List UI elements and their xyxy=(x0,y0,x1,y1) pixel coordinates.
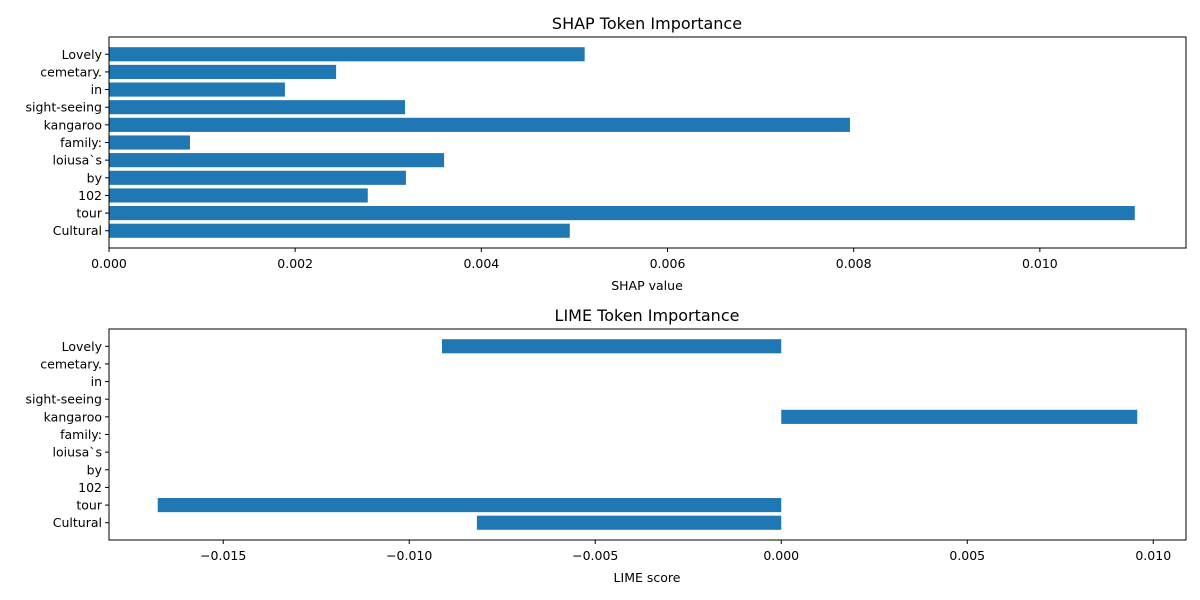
shap-x-tick-label: 0.006 xyxy=(650,256,686,271)
shap-bar xyxy=(109,135,190,150)
shap-chart: SHAP Token Importance Lovely cemetary. in s… xyxy=(26,14,1187,293)
shap-plot-frame xyxy=(108,36,1187,249)
shap-y-tick-label: cemetary. xyxy=(40,64,102,79)
lime-y-tick-label: sight-seeing xyxy=(26,392,102,407)
shap-y-tick-label: 102 xyxy=(78,188,102,203)
lime-y-tick-label: family: xyxy=(60,427,102,442)
lime-x-tick-label: −0.010 xyxy=(386,548,432,563)
lime-y-tick-label: cemetary. xyxy=(40,356,102,371)
shap-bar xyxy=(109,170,406,185)
shap-bar xyxy=(109,188,368,203)
shap-y-ticks: Lovely cemetary. in sight-seeing kangaroo fam… xyxy=(26,47,109,238)
shap-x-tick-label: 0.010 xyxy=(1022,256,1058,271)
lime-y-tick-label: kangaroo xyxy=(44,409,102,424)
lime-plot-frame xyxy=(108,328,1187,541)
shap-y-tick-label: Lovely xyxy=(62,47,103,62)
shap-bar xyxy=(109,206,1135,221)
lime-y-tick-label: by xyxy=(87,462,103,477)
lime-y-tick-label: tour xyxy=(76,498,102,513)
lime-y-tick-label: Cultural xyxy=(53,515,102,530)
lime-x-tick-label: 0.010 xyxy=(1135,548,1171,563)
lime-x-tick-label: −0.015 xyxy=(200,548,246,563)
lime-chart-title: LIME Token Importance xyxy=(555,306,740,325)
shap-y-tick-label: loiusa`s xyxy=(53,153,102,168)
shap-bar xyxy=(109,117,850,132)
lime-bar xyxy=(476,515,782,530)
shap-y-tick-label: Cultural xyxy=(53,223,102,238)
shap-y-tick-label: tour xyxy=(76,206,102,221)
lime-y-ticks: Lovely cemetary. in sight-seeing kangaroo fam… xyxy=(26,339,109,530)
shap-bars xyxy=(109,47,1135,238)
lime-y-tick-label: loiusa`s xyxy=(53,445,102,460)
shap-bar xyxy=(109,82,285,97)
shap-bar xyxy=(109,223,570,238)
shap-y-tick-label: in xyxy=(91,82,102,97)
lime-y-tick-label: Lovely xyxy=(62,339,103,354)
shap-x-ticks: 0.000 0.002 0.004 0.006 0.008 0.010 xyxy=(91,248,1058,271)
shap-x-tick-label: 0.002 xyxy=(277,256,313,271)
shap-bar xyxy=(109,153,445,168)
lime-x-tick-label: 0.005 xyxy=(949,548,985,563)
shap-y-tick-label: family: xyxy=(60,135,102,150)
shap-bar xyxy=(109,47,585,62)
shap-bar xyxy=(109,100,406,115)
shap-y-tick-label: kangaroo xyxy=(44,117,102,132)
shap-x-tick-label: 0.004 xyxy=(463,256,499,271)
shap-chart-title: SHAP Token Importance xyxy=(552,14,742,33)
lime-bar xyxy=(781,409,1138,424)
lime-bar xyxy=(157,498,782,513)
shap-x-tick-label: 0.000 xyxy=(91,256,127,271)
shap-y-tick-label: by xyxy=(87,170,103,185)
lime-x-axis-label: LIME score xyxy=(614,570,681,585)
lime-y-tick-label: in xyxy=(91,374,102,389)
lime-x-tick-label: 0.000 xyxy=(763,548,799,563)
shap-x-tick-label: 0.008 xyxy=(836,256,872,271)
shap-y-tick-label: sight-seeing xyxy=(26,100,102,115)
lime-x-ticks: −0.015 −0.010 −0.005 0.000 0.005 0.010 xyxy=(200,540,1171,563)
lime-x-tick-label: −0.005 xyxy=(572,548,618,563)
lime-bar xyxy=(441,339,782,354)
shap-bar xyxy=(109,64,337,79)
lime-y-tick-label: 102 xyxy=(78,480,102,495)
lime-chart: LIME Token Importance Lovely cemetary. in s… xyxy=(26,306,1187,585)
lime-bars xyxy=(157,339,1138,530)
shap-x-axis-label: SHAP value xyxy=(611,278,683,293)
